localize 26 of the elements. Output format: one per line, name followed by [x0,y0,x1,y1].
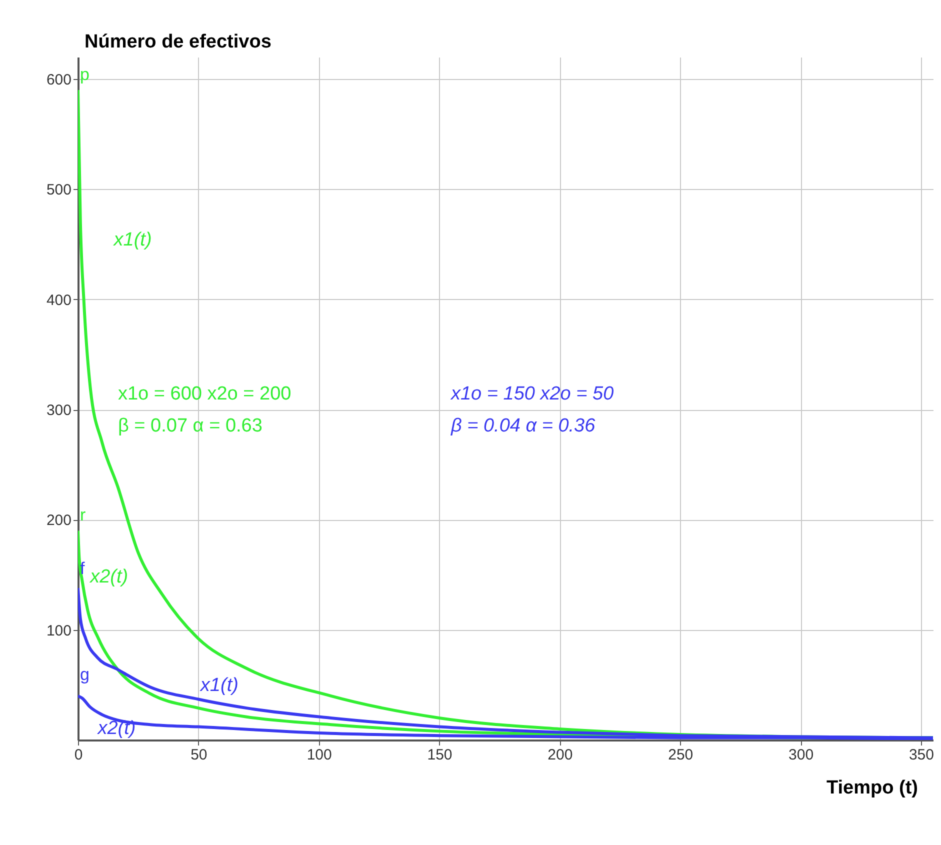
x-tick-label: 300 [788,746,814,764]
y-axis-title: Número de efectivos [84,32,272,52]
y-tick-label: 300 [46,402,72,420]
y-tick-label: 600 [46,72,72,89]
y-tick-label: 500 [46,182,72,199]
x-tick-label: 250 [668,746,694,764]
series-label: x2(t) [89,566,128,588]
annotation: x1o = 150 x2o = 50 [450,384,614,405]
annotation: p [80,65,90,84]
y-tick-label: 400 [46,292,72,309]
x-axis-title: Tiempo (t) [826,778,918,798]
annotation: x1o = 600 x2o = 200 [118,384,292,405]
x-tick-label: 100 [306,746,332,764]
annotation: g [80,664,90,684]
y-tick-label: 100 [46,622,72,640]
annotation: r [80,506,86,525]
x-tick-label: 200 [548,746,573,764]
x-tick-label: 50 [190,746,208,764]
x-tick-label: 350 [908,746,934,764]
y-tick-label: 200 [46,512,72,530]
x-tick-label: 150 [427,746,452,764]
series-label: x1(t) [112,229,152,250]
annotation: β = 0.07 α = 0.63 [118,416,262,437]
x-tick-label: 0 [74,746,83,764]
series-label: x1(t) [199,675,238,696]
annotation: β = 0.04 α = 0.36 [450,416,596,437]
